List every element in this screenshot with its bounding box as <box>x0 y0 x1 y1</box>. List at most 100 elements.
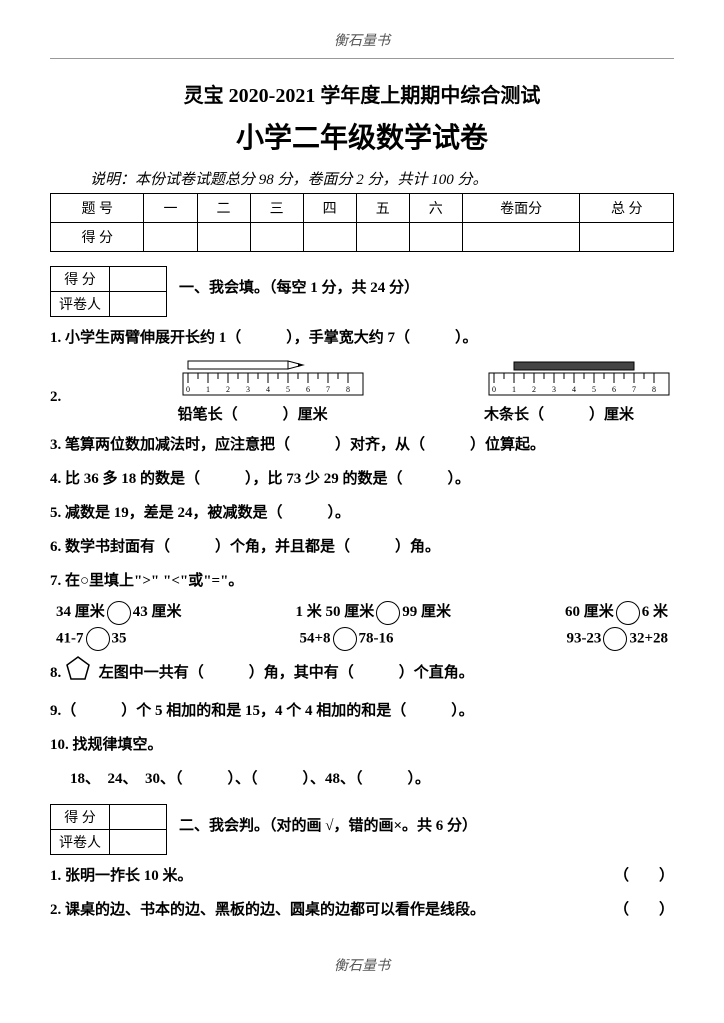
q6: 6. 数学书封面有（ ）个角，并且都是（ ）角。 <box>50 532 674 562</box>
exam-title-line1: 灵宝 2020-2021 学年度上期期中综合测试 <box>50 79 674 108</box>
section-score-box: 得 分 评卷人 <box>50 804 167 855</box>
svg-text:1: 1 <box>512 385 516 394</box>
section1-title: 一、我会填。（每空 1 分，共 24 分） <box>179 280 419 296</box>
score-cell[interactable] <box>580 223 674 252</box>
score-row-label: 得 分 <box>51 223 144 252</box>
score-header-cell: 题 号 <box>51 194 144 223</box>
q4: 4. 比 36 多 18 的数是（ ），比 73 少 29 的数是（ ）。 <box>50 464 674 494</box>
q8-number: 8. <box>50 665 61 681</box>
compare-circle[interactable] <box>333 627 357 651</box>
svg-text:2: 2 <box>532 385 536 394</box>
watermark-top: 衡石量书 <box>50 30 674 50</box>
svg-text:6: 6 <box>306 385 310 394</box>
section-box-grader-cell[interactable] <box>110 829 167 854</box>
s2-q1-text: 1. 张明一拃长 10 米。 <box>50 861 193 891</box>
exam-instructions: 说明：本份试卷试题总分 98 分，卷面分 2 分，共计 100 分。 <box>50 168 674 189</box>
svg-text:8: 8 <box>346 385 350 394</box>
q10-sequence: 18、 24、 30、（ ）、（ ）、48、（ ）。 <box>50 764 674 794</box>
score-header-cell: 一 <box>144 194 197 223</box>
svg-text:6: 6 <box>612 385 616 394</box>
section-box-score-cell[interactable] <box>110 804 167 829</box>
svg-text:1: 1 <box>206 385 210 394</box>
s2-q2-text: 2. 课桌的边、书本的边、黑板的边、圆桌的边都可以看作是线段。 <box>50 895 485 925</box>
svg-text:7: 7 <box>632 385 636 394</box>
svg-text:5: 5 <box>286 385 290 394</box>
score-cell[interactable] <box>409 223 462 252</box>
q1: 1. 小学生两臂伸展开长约 1（ ），手掌宽大约 7（ ）。 <box>50 323 674 353</box>
q9: 9.（ ）个 5 相加的和是 15，4 个 4 相加的和是（ ）。 <box>50 696 674 726</box>
section-box-grader-cell[interactable] <box>110 292 167 317</box>
s2-q2-paren[interactable]: （ ） <box>614 895 674 925</box>
exam-title-line2: 小学二年级数学试卷 <box>50 116 674 156</box>
s2-q2: 2. 课桌的边、书本的边、黑板的边、圆桌的边都可以看作是线段。 （ ） <box>50 895 674 925</box>
score-cell[interactable] <box>197 223 250 252</box>
score-header-cell: 总 分 <box>580 194 674 223</box>
section-score-box: 得 分 评卷人 <box>50 266 167 317</box>
q2-left-label: 铅笔长（ ）厘米 <box>178 403 328 424</box>
section1-header: 得 分 评卷人 一、我会填。（每空 1 分，共 24 分） <box>50 266 674 317</box>
svg-text:4: 4 <box>572 385 576 394</box>
svg-text:3: 3 <box>246 385 250 394</box>
strip-ruler-icon: 0 1 2 3 4 5 6 7 8 <box>484 359 674 399</box>
section-box-score-label: 得 分 <box>51 267 110 292</box>
score-header-cell: 三 <box>250 194 303 223</box>
svg-text:4: 4 <box>266 385 270 394</box>
svg-text:3: 3 <box>552 385 556 394</box>
s2-q1-paren[interactable]: （ ） <box>614 861 674 891</box>
score-cell[interactable] <box>303 223 356 252</box>
s2-q1: 1. 张明一拃长 10 米。 （ ） <box>50 861 674 891</box>
q5: 5. 减数是 19，差是 24，被减数是（ ）。 <box>50 498 674 528</box>
score-cell[interactable] <box>250 223 303 252</box>
q7-row2: 41-735 54+878-16 93-2332+28 <box>50 627 674 651</box>
svg-text:5: 5 <box>592 385 596 394</box>
score-header-cell: 卷面分 <box>462 194 580 223</box>
score-cell[interactable] <box>144 223 197 252</box>
svg-text:2: 2 <box>226 385 230 394</box>
q2-left-group: 0 1 2 3 4 5 6 7 8 铅笔长（ ）厘米 <box>178 359 368 424</box>
score-header-cell: 五 <box>356 194 409 223</box>
q7-r2-item1: 41-735 <box>56 627 127 651</box>
header-divider <box>50 58 674 59</box>
svg-text:0: 0 <box>186 385 190 394</box>
pencil-ruler-icon: 0 1 2 3 4 5 6 7 8 <box>178 359 368 399</box>
q2-row: 2. 0 1 2 3 4 5 6 7 8 <box>50 359 674 424</box>
score-header-cell: 六 <box>409 194 462 223</box>
score-table-header-row: 题 号 一 二 三 四 五 六 卷面分 总 分 <box>51 194 674 223</box>
compare-circle[interactable] <box>616 601 640 625</box>
q8: 8. 左图中一共有（ ）角，其中有（ ）个直角。 <box>50 655 674 692</box>
q2-number: 2. <box>50 359 61 406</box>
q7-stem: 7. 在○里填上">" "<"或"="。 <box>50 566 674 596</box>
section-box-score-label: 得 分 <box>51 804 110 829</box>
svg-text:8: 8 <box>652 385 656 394</box>
q7-r2-item2: 54+878-16 <box>299 627 393 651</box>
section-box-grader-label: 评卷人 <box>51 292 110 317</box>
compare-circle[interactable] <box>376 601 400 625</box>
score-table: 题 号 一 二 三 四 五 六 卷面分 总 分 得 分 <box>50 193 674 252</box>
section-box-grader-label: 评卷人 <box>51 829 110 854</box>
q2-right-group: 0 1 2 3 4 5 6 7 8 木条长（ ）厘米 <box>484 359 674 424</box>
q7-r2-item3: 93-2332+28 <box>566 627 668 651</box>
q8-text: 左图中一共有（ ）角，其中有（ ）个直角。 <box>99 665 474 681</box>
section2-title: 二、我会判。（对的画 √，错的画×。共 6 分） <box>179 818 477 834</box>
q10-stem: 10. 找规律填空。 <box>50 730 674 760</box>
q2-right-label: 木条长（ ）厘米 <box>484 403 634 424</box>
q7-row1: 34 厘米43 厘米 1 米 50 厘米99 厘米 60 厘米6 米 <box>50 600 674 625</box>
score-header-cell: 四 <box>303 194 356 223</box>
svg-text:7: 7 <box>326 385 330 394</box>
score-table-score-row: 得 分 <box>51 223 674 252</box>
q7-r1-item3: 60 厘米6 米 <box>565 600 668 625</box>
section2-header: 得 分 评卷人 二、我会判。（对的画 √，错的画×。共 6 分） <box>50 804 674 855</box>
compare-circle[interactable] <box>86 627 110 651</box>
watermark-bottom: 衡石量书 <box>50 955 674 975</box>
q3: 3. 笔算两位数加减法时，应注意把（ ）对齐，从（ ）位算起。 <box>50 430 674 460</box>
q7-r1-item1: 34 厘米43 厘米 <box>56 600 182 625</box>
score-cell[interactable] <box>462 223 580 252</box>
q7-r1-item2: 1 米 50 厘米99 厘米 <box>295 600 451 625</box>
compare-circle[interactable] <box>603 627 627 651</box>
compare-circle[interactable] <box>107 601 131 625</box>
section-box-score-cell[interactable] <box>110 267 167 292</box>
score-cell[interactable] <box>356 223 409 252</box>
svg-text:0: 0 <box>492 385 496 394</box>
score-header-cell: 二 <box>197 194 250 223</box>
pentagon-icon <box>65 655 91 692</box>
